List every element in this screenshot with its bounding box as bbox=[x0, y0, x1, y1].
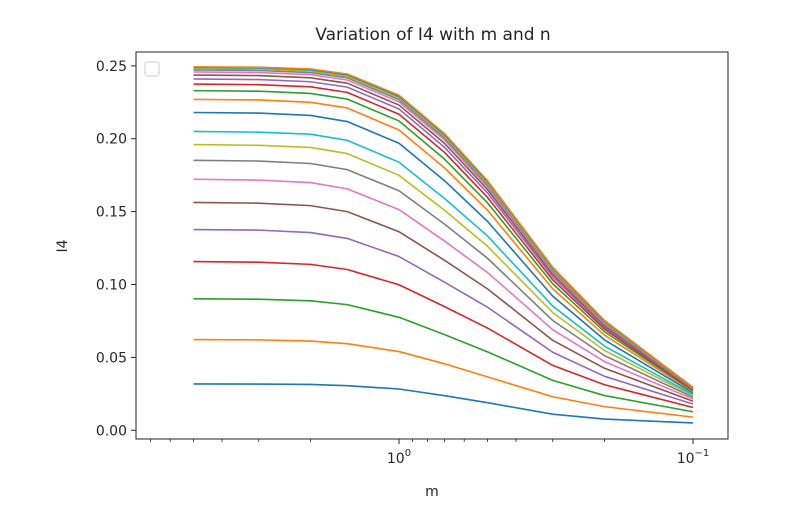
plot-area bbox=[135, 51, 729, 440]
series-line-6 bbox=[193, 201, 694, 402]
series-line-7 bbox=[193, 178, 694, 400]
legend-box bbox=[144, 61, 160, 77]
x-axis: 100 10−1 bbox=[150, 439, 710, 467]
series-line-1 bbox=[193, 383, 694, 424]
y-axis: 0.00 0.05 0.10 0.15 0.20 0.25 bbox=[96, 59, 136, 439]
y-tick-label-4: 0.20 bbox=[96, 132, 127, 148]
x-tick-label-1: 10−1 bbox=[677, 448, 710, 467]
series-line-11 bbox=[193, 111, 694, 394]
series-line-16 bbox=[193, 74, 694, 390]
series-group bbox=[193, 66, 694, 424]
y-tick-label-5: 0.25 bbox=[96, 59, 127, 75]
chart-title: Variation of I4 with m and n bbox=[315, 25, 550, 45]
series-line-12 bbox=[193, 98, 694, 393]
series-line-10 bbox=[193, 130, 694, 396]
y-tick-label-3: 0.15 bbox=[96, 205, 127, 221]
plot-frame bbox=[135, 51, 729, 440]
series-line-3 bbox=[193, 297, 694, 413]
y-tick-label-2: 0.10 bbox=[96, 277, 127, 293]
y-axis-title: I4 bbox=[55, 239, 71, 252]
series-line-5 bbox=[193, 228, 694, 405]
y-tick-label-0: 0.00 bbox=[96, 423, 127, 439]
series-line-17 bbox=[193, 71, 694, 390]
series-line-22 bbox=[193, 66, 694, 389]
series-line-9 bbox=[193, 143, 694, 397]
x-axis-title: m bbox=[425, 484, 439, 500]
series-line-14 bbox=[193, 83, 694, 391]
series-line-13 bbox=[193, 89, 694, 392]
series-line-4 bbox=[193, 260, 694, 409]
series-line-15 bbox=[193, 78, 694, 390]
x-tick-label-0: 100 bbox=[387, 448, 411, 467]
series-line-2 bbox=[193, 338, 694, 418]
y-tick-label-1: 0.05 bbox=[96, 350, 127, 366]
series-line-8 bbox=[193, 159, 694, 399]
